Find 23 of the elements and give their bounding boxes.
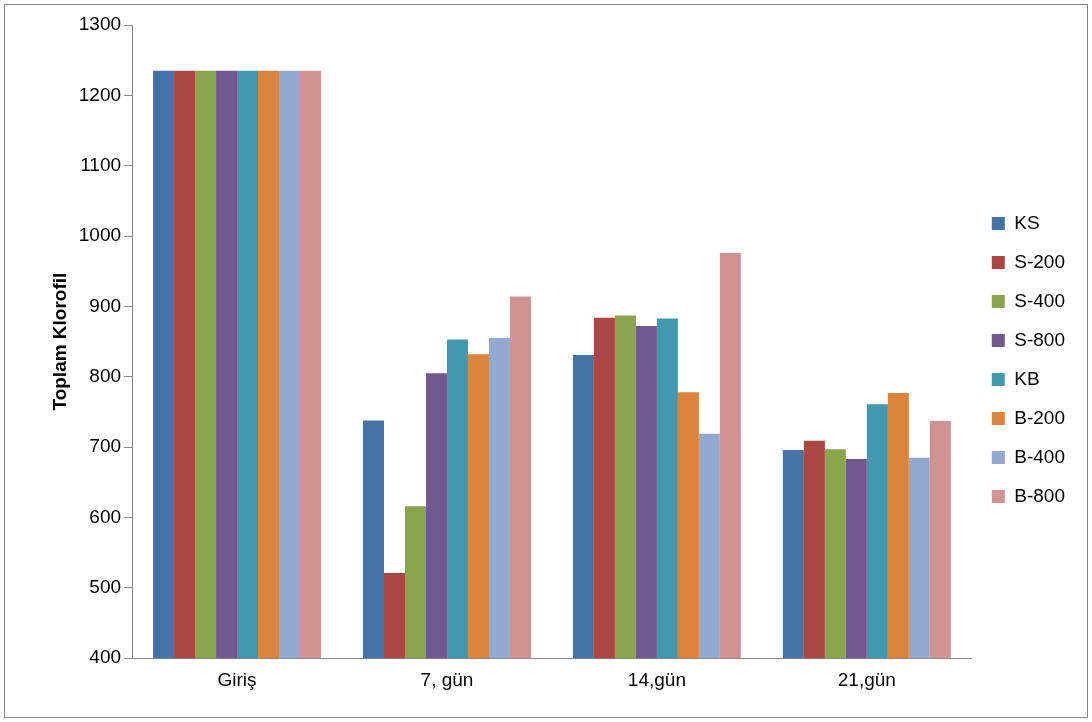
y-tick-label: 1100 [80,153,122,175]
y-tick-label: 1300 [78,13,122,35]
legend-label: KB [1014,367,1040,389]
y-tick-label: 1200 [78,83,122,105]
legend-label: S-400 [1014,289,1065,311]
legend-label: B-800 [1014,484,1065,506]
y-tick-label: 1000 [78,224,122,246]
y-axis-title: Toplam Klorofil [48,272,70,411]
y-tick-label: 500 [89,576,122,598]
x-tick-label: 14,gün [627,668,686,690]
y-tick-label: 700 [89,435,122,457]
x-tick-label: Giriş [217,668,257,690]
y-tick-label: 800 [89,365,122,387]
y-tick-label: 400 [89,646,122,668]
legend-label: KS [1014,211,1040,233]
legend-label: S-800 [1014,328,1065,350]
x-tick-label: 7, gün [420,668,474,690]
x-tick-label: 21,gün [837,668,896,690]
y-tick-label: 600 [89,505,122,527]
legend-label: B-200 [1014,406,1065,428]
legend-label: B-400 [1014,445,1065,467]
legend-label: S-200 [1014,250,1065,272]
y-tick-label: 900 [89,294,122,316]
